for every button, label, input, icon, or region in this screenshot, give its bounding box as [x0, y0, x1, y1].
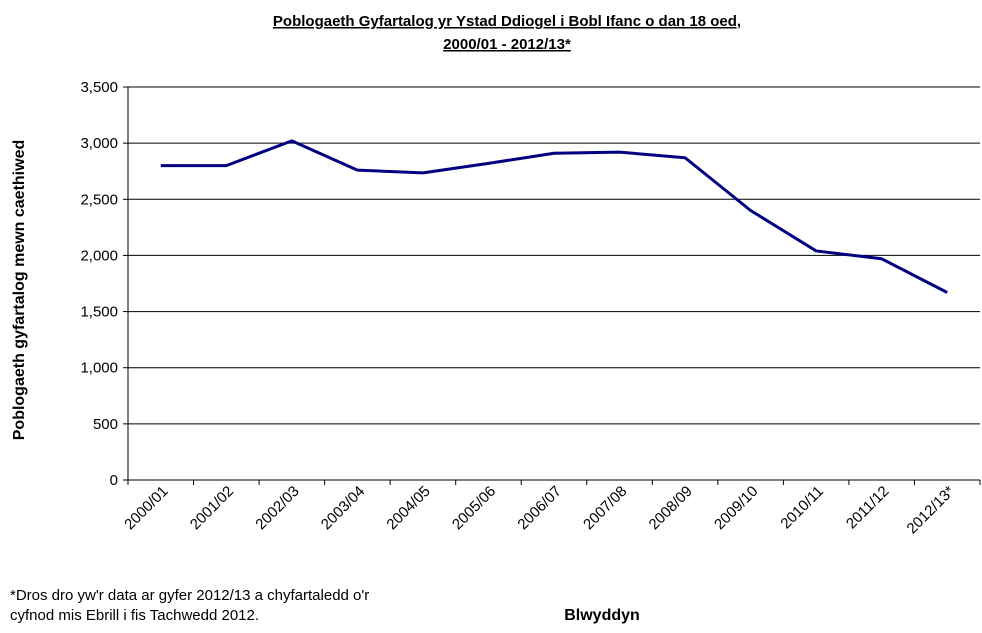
- x-tick-label: 2001/02: [187, 483, 237, 533]
- x-axis-title: Blwyddyn: [564, 607, 640, 624]
- chart-title: 2000/01 - 2012/13*: [443, 36, 571, 53]
- x-tick-label: 2009/10: [711, 483, 761, 533]
- y-tick-label: 3,000: [80, 135, 118, 152]
- y-tick-label: 2,500: [80, 191, 118, 208]
- y-tick-label: 2,000: [80, 247, 118, 264]
- x-tick-label: 2004/05: [383, 483, 433, 533]
- y-tick-label: 3,500: [80, 79, 118, 96]
- y-tick-label: 1,500: [80, 304, 118, 321]
- x-tick-label: 2012/13*: [904, 483, 959, 538]
- y-tick-label: 1,000: [80, 360, 118, 377]
- x-tick-label: 2005/06: [449, 483, 499, 533]
- y-axis-title: Poblogaeth gyfartalog mewn caethiwed: [11, 140, 28, 441]
- x-tick-label: 2003/04: [318, 483, 368, 533]
- y-tick-label: 500: [93, 416, 118, 433]
- chart-title: Poblogaeth Gyfartalog yr Ystad Ddiogel i…: [273, 13, 741, 30]
- x-tick-label: 2000/01: [121, 483, 171, 533]
- footnote: cyfnod mis Ebrill i fis Tachwedd 2012.: [10, 607, 259, 624]
- line: [160, 139, 948, 294]
- x-tick-label: 2002/03: [252, 483, 302, 533]
- x-tick-label: 2011/12: [843, 483, 893, 533]
- x-tick-label: 2006/07: [514, 483, 564, 533]
- x-tick-label: 2010/11: [777, 483, 827, 533]
- x-tick-label: 2007/08: [580, 483, 630, 533]
- x-tick-label: 2008/09: [646, 483, 696, 533]
- y-tick-label: 0: [110, 472, 118, 489]
- footnote: *Dros dro yw'r data ar gyfer 2012/13 a c…: [10, 587, 369, 604]
